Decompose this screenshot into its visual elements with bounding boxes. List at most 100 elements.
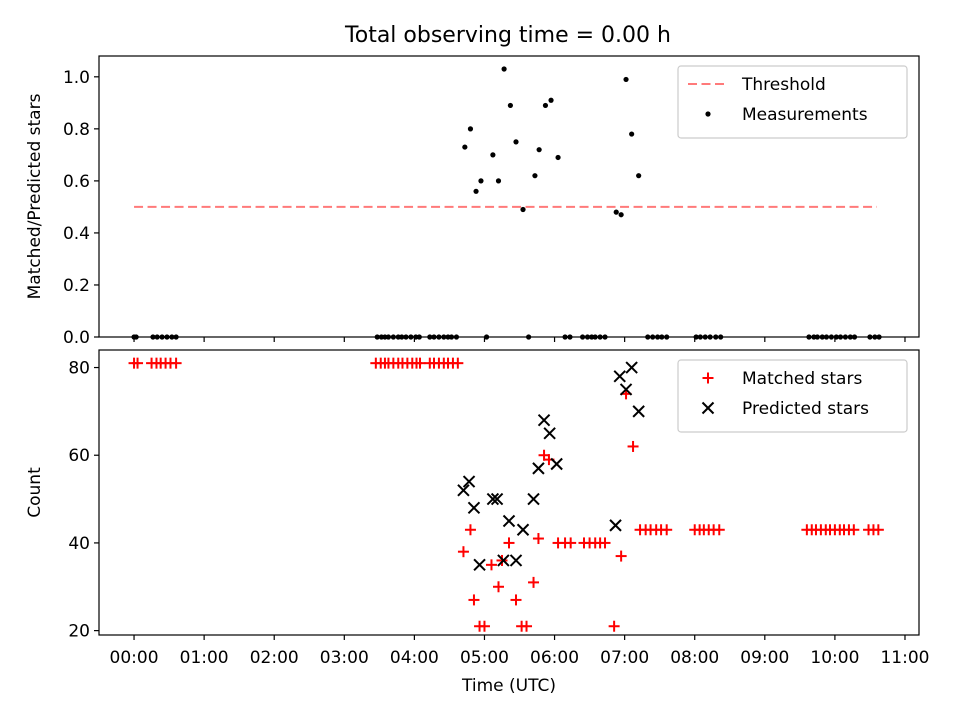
- bottom-point-0-1: [132, 357, 144, 369]
- bottom-point-1-15-b: [609, 519, 622, 532]
- bottom-legend-predicted-stars-label: Predicted stars: [742, 399, 869, 419]
- bottom-point-0-39: [532, 533, 544, 545]
- top-point-0-33: [501, 66, 507, 72]
- bottom-point-1-17-b: [619, 383, 633, 396]
- top-point-0-35: [513, 139, 519, 145]
- bottom-point-1-1-b: [462, 475, 476, 488]
- bottom-point-1-5: [490, 492, 504, 506]
- top-point-0-26: [462, 144, 468, 150]
- bottom-point-1-13-b: [543, 427, 556, 440]
- top-point-0-41: [548, 97, 554, 103]
- bottom-point-1-2-b: [467, 501, 481, 515]
- bottom-point-1-7: [502, 514, 516, 528]
- bottom-point-1-16-b: [613, 370, 626, 383]
- bottom-series-matched-stars: [128, 357, 884, 632]
- bottom-point-0-49: [599, 537, 611, 549]
- top-chart-title: Total observing time = 0.00 h: [344, 23, 671, 48]
- bottom-point-0-79: [872, 524, 884, 536]
- bottom-xtick-label: 00:00: [110, 648, 159, 668]
- top-point-0-51: [613, 209, 619, 215]
- bottom-axes-frame: [98, 349, 920, 636]
- top-point-0-52: [618, 212, 624, 218]
- bottom-xtick-label: 09:00: [740, 648, 789, 668]
- bottom-xtick-label: 04:00: [390, 648, 439, 668]
- top-axes-frame: [98, 55, 920, 338]
- top-ytick-label: 0.2: [63, 276, 90, 296]
- top-chart: 0.0 0.2 0.4 0.6 0.8 1.0 Matched/Predicted star…: [25, 55, 920, 348]
- bottom-point-0-65: [713, 524, 725, 536]
- top-legend-measurements-swatch: [705, 111, 711, 117]
- bottom-xtick-label: 11:00: [880, 648, 929, 668]
- bottom-point-1-0: [457, 484, 470, 497]
- bottom-point-1-8: [509, 554, 523, 567]
- bottom-point-1-12-b: [537, 413, 551, 427]
- bottom-xtick-label: 05:00: [460, 648, 509, 668]
- top-point-0-31: [490, 152, 496, 158]
- bottom-xtick-label: 01:00: [180, 648, 229, 668]
- bottom-point-1-5-b: [490, 492, 504, 506]
- bottom-point-1-2: [467, 501, 481, 515]
- top-point-0-32: [495, 178, 502, 184]
- bottom-point-0-59: [661, 524, 673, 536]
- top-point-0-42: [555, 154, 561, 161]
- top-point-0-38: [532, 173, 538, 179]
- bottom-point-1-18: [625, 361, 638, 374]
- bottom-point-1-3: [473, 558, 486, 572]
- bottom-point-0-34: [503, 537, 515, 549]
- top-ylabel: Matched/Predicted stars: [25, 93, 45, 299]
- bottom-point-1-11-b: [532, 462, 545, 475]
- top-point-0-27: [467, 126, 474, 132]
- top-legend-threshold-label: Threshold: [741, 75, 826, 95]
- top-ytick-label: 0.6: [63, 172, 90, 192]
- bottom-point-0-37: [521, 620, 533, 632]
- top-point-0-55: [636, 173, 642, 179]
- top-point-0-34: [507, 102, 514, 109]
- bottom-point-0-31: [485, 559, 497, 571]
- bottom-point-1-19-b: [632, 405, 645, 418]
- bottom-point-0-50: [608, 620, 620, 632]
- bottom-point-0-38: [528, 576, 540, 588]
- top-legend: Threshold Measurements: [677, 65, 908, 139]
- bottom-legend-predicted-stars-swatch-b: [701, 401, 715, 415]
- bottom-point-1-16: [613, 370, 626, 383]
- bottom-point-1-9: [516, 523, 530, 536]
- top-point-0-40: [542, 102, 549, 109]
- top-ytick-label: 0.8: [63, 120, 90, 140]
- bottom-point-0-30: [478, 620, 490, 632]
- bottom-point-1-4: [486, 492, 500, 506]
- top-point-0-36: [520, 206, 526, 213]
- bottom-point-1-4-b: [486, 492, 500, 506]
- bottom-point-0-51: [615, 550, 627, 562]
- bottom-point-0-26: [457, 546, 469, 558]
- top-ytick-label: 1.0: [63, 68, 90, 88]
- bottom-point-1-9-b: [516, 523, 530, 536]
- bottom-point-0-76: [848, 524, 860, 536]
- bottom-legend-matched-stars-swatch: [702, 372, 714, 384]
- bottom-point-1-11: [532, 462, 545, 475]
- bottom-point-0-25: [452, 357, 464, 369]
- bottom-point-0-28: [468, 594, 480, 606]
- bottom-point-1-13: [543, 427, 556, 440]
- bottom-point-0-44: [565, 537, 577, 549]
- top-legend-measurements-label: Measurements: [742, 105, 868, 125]
- bottom-point-1-10: [527, 492, 540, 506]
- bottom-point-1-17: [619, 383, 633, 396]
- top-ytick-label: 0.4: [63, 224, 90, 244]
- top-ytick-label: 0.0: [63, 328, 90, 348]
- bottom-point-1-3-b: [473, 558, 486, 572]
- bottom-point-1-10-b: [527, 492, 540, 506]
- bottom-xtick-label: 10:00: [810, 648, 859, 668]
- bottom-ytick-label: 60: [68, 446, 90, 466]
- bottom-point-1-15: [609, 519, 622, 532]
- bottom-point-1-6-b: [497, 554, 510, 567]
- bottom-point-1-19: [632, 405, 645, 418]
- bottom-xlabel: Time (UTC): [461, 676, 556, 696]
- top-point-0-28: [473, 188, 479, 194]
- bottom-legend-box: [677, 359, 908, 433]
- bottom-point-0-35: [510, 594, 522, 606]
- bottom-point-0-27: [464, 524, 476, 536]
- bottom-xtick-label: 06:00: [530, 648, 579, 668]
- bottom-point-0-7: [170, 357, 182, 369]
- bottom-chart: 20 40 60 80 00:00 01:00 02:00 03:00 04:00 05:00 06…: [25, 349, 929, 696]
